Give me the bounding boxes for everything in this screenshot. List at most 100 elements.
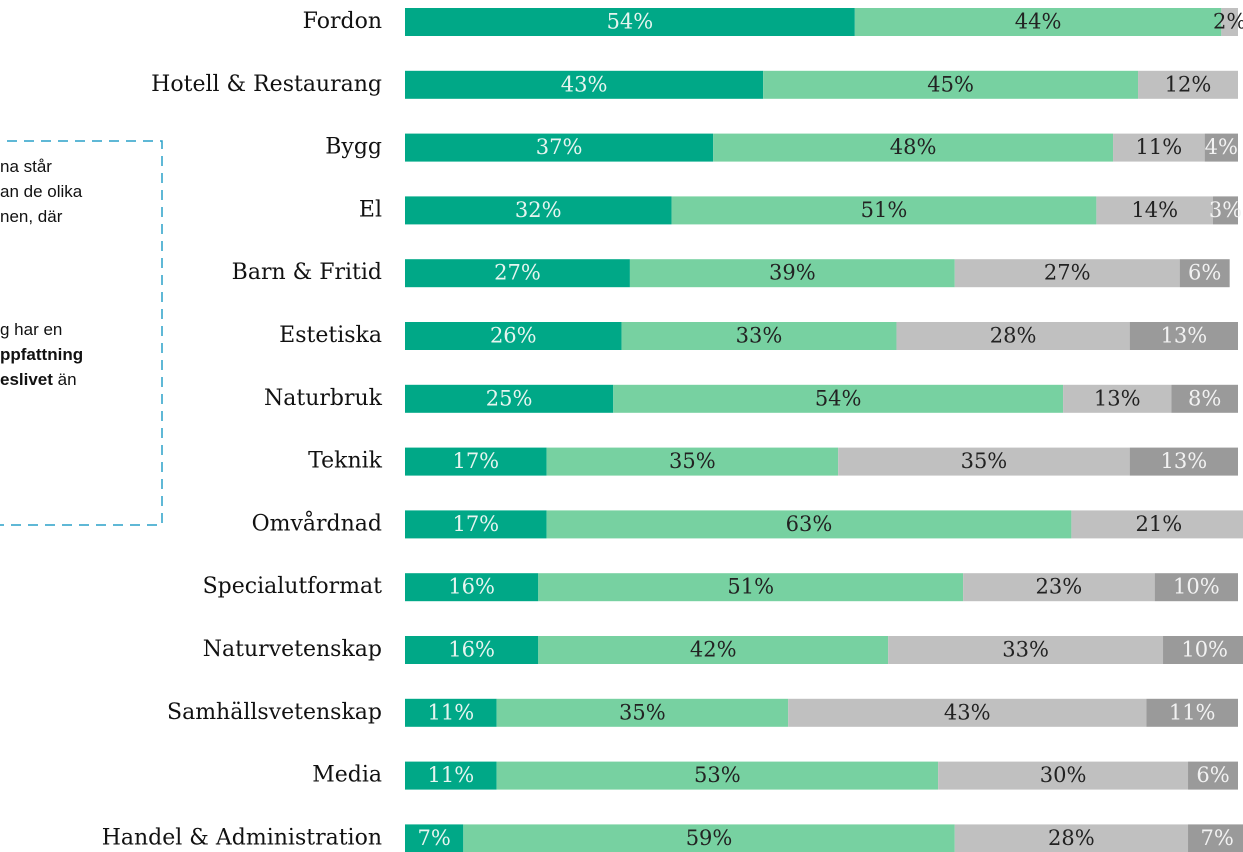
value-label: 27% <box>494 261 541 285</box>
bar-segment <box>1071 510 1243 539</box>
value-label: 11% <box>1169 700 1216 724</box>
bar-segment <box>938 761 1189 790</box>
bar-segment <box>1204 133 1238 162</box>
bar-segment <box>405 259 630 288</box>
bar-segment <box>713 133 1114 162</box>
bar-segment <box>888 636 1164 664</box>
bar-segment <box>538 636 889 664</box>
annotation-text: ppfattning <box>0 345 83 364</box>
value-label: 42% <box>690 638 737 662</box>
bar-segment <box>496 698 789 727</box>
bar-segment <box>405 510 547 539</box>
annotation-segment: än <box>53 370 77 389</box>
value-label: 37% <box>536 135 583 159</box>
bar-segment <box>1179 259 1230 288</box>
bar-segment <box>405 573 539 602</box>
category-label: Omvårdnad <box>252 509 382 536</box>
value-label: 2% <box>1213 10 1243 34</box>
bar-segment <box>463 824 955 852</box>
value-label: 48% <box>890 135 937 159</box>
value-label: 63% <box>786 512 833 536</box>
annotation-text: na står <box>0 157 52 176</box>
annotation-segment: an de olika <box>0 182 83 201</box>
bar-segment <box>854 8 1222 36</box>
bar-segment <box>629 259 955 288</box>
category-label: Samhällsvetenskap <box>167 700 382 725</box>
bar-segment <box>496 761 939 790</box>
value-label: 44% <box>1015 10 1062 34</box>
category-label: Teknik <box>308 449 383 474</box>
value-label: 13% <box>1094 386 1141 410</box>
value-label: 28% <box>1048 826 1095 850</box>
value-label: 27% <box>1044 261 1091 285</box>
annotation-segment: na står <box>0 157 52 176</box>
bar-segment <box>1213 196 1238 225</box>
bar-segment <box>1221 8 1238 36</box>
bar-segment <box>1129 447 1238 476</box>
annotation-segment: eslivet <box>0 370 53 389</box>
category-label: Handel & Administration <box>102 825 382 850</box>
value-label: 17% <box>452 512 499 536</box>
bar-segment <box>1138 70 1238 99</box>
bar-segment <box>788 698 1147 727</box>
bar-segment <box>405 384 614 413</box>
value-label: 33% <box>736 324 783 348</box>
bar-segment <box>1113 133 1205 162</box>
bar-segment <box>1063 384 1172 413</box>
value-label: 59% <box>686 826 733 850</box>
value-label: 4% <box>1205 135 1238 159</box>
annotation-text: nen, där <box>0 207 63 226</box>
value-label: 6% <box>1188 261 1221 285</box>
bar-segment <box>405 447 547 476</box>
annotation-segment: nen, där <box>0 207 63 226</box>
value-label: 35% <box>961 449 1008 473</box>
bar-segment <box>405 761 497 790</box>
value-label: 43% <box>561 72 608 96</box>
bar-segment <box>546 447 839 476</box>
category-label: Hotell & Restaurang <box>151 72 382 97</box>
value-label: 3% <box>1209 198 1242 222</box>
value-label: 14% <box>1131 198 1178 222</box>
bar-segment <box>405 133 714 162</box>
bar-segment <box>763 70 1139 99</box>
category-label: Estetiska <box>279 323 382 348</box>
value-label: 39% <box>769 261 816 285</box>
category-label: Naturvetenskap <box>203 637 382 662</box>
annotation-segment: ppfattning <box>0 345 83 364</box>
value-label: 11% <box>427 763 474 787</box>
value-label: 54% <box>815 386 862 410</box>
bar-segment <box>963 573 1155 602</box>
bar-segment <box>954 824 1189 852</box>
bar-segment <box>1163 636 1243 664</box>
value-label: 32% <box>515 198 562 222</box>
bar-segment <box>671 196 1097 225</box>
annotation-text: an de olika <box>0 182 83 201</box>
bar-segment <box>1096 196 1214 225</box>
bar-segment <box>954 259 1180 288</box>
category-label: Specialutformat <box>203 574 383 599</box>
bar-segment <box>1188 824 1243 852</box>
value-label: 16% <box>448 575 495 599</box>
bar-segment <box>546 510 1072 539</box>
category-label: Bygg <box>325 135 382 160</box>
value-label: 7% <box>417 826 450 850</box>
bar-segment <box>838 447 1130 476</box>
value-label: 11% <box>427 700 474 724</box>
value-label: 13% <box>1161 449 1208 473</box>
category-label: El <box>359 197 382 222</box>
value-label: 8% <box>1188 386 1221 410</box>
bar-segment <box>613 384 1064 413</box>
bar-segment <box>405 322 622 350</box>
value-label: 51% <box>727 575 774 599</box>
value-label: 13% <box>1161 324 1208 348</box>
category-label: Fordon <box>303 9 382 34</box>
bar-segment <box>405 70 764 99</box>
bar-segment <box>405 196 672 225</box>
value-label: 51% <box>861 198 908 222</box>
value-label: 17% <box>452 449 499 473</box>
bar-segment <box>405 824 464 852</box>
value-label: 25% <box>486 386 533 410</box>
value-label: 45% <box>927 72 974 96</box>
category-label: Media <box>312 763 382 788</box>
